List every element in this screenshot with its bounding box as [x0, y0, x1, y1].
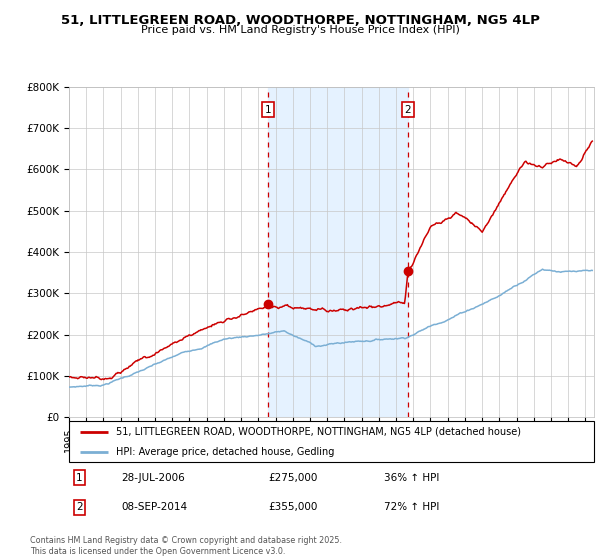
Text: 2: 2 [76, 502, 83, 512]
Text: 51, LITTLEGREEN ROAD, WOODTHORPE, NOTTINGHAM, NG5 4LP: 51, LITTLEGREEN ROAD, WOODTHORPE, NOTTIN… [61, 14, 539, 27]
Text: Contains HM Land Registry data © Crown copyright and database right 2025.
This d: Contains HM Land Registry data © Crown c… [30, 536, 342, 556]
Text: HPI: Average price, detached house, Gedling: HPI: Average price, detached house, Gedl… [116, 447, 335, 457]
Text: 72% ↑ HPI: 72% ↑ HPI [384, 502, 439, 512]
Text: 2: 2 [404, 105, 411, 114]
Text: 1: 1 [76, 473, 83, 483]
Text: 1: 1 [265, 105, 271, 114]
Text: 36% ↑ HPI: 36% ↑ HPI [384, 473, 439, 483]
Text: 28-JUL-2006: 28-JUL-2006 [121, 473, 185, 483]
Text: £355,000: £355,000 [269, 502, 318, 512]
Text: £275,000: £275,000 [269, 473, 318, 483]
Text: 08-SEP-2014: 08-SEP-2014 [121, 502, 188, 512]
Text: Price paid vs. HM Land Registry's House Price Index (HPI): Price paid vs. HM Land Registry's House … [140, 25, 460, 35]
Text: 51, LITTLEGREEN ROAD, WOODTHORPE, NOTTINGHAM, NG5 4LP (detached house): 51, LITTLEGREEN ROAD, WOODTHORPE, NOTTIN… [116, 427, 521, 437]
FancyBboxPatch shape [69, 421, 594, 462]
Bar [268, 87, 408, 417]
